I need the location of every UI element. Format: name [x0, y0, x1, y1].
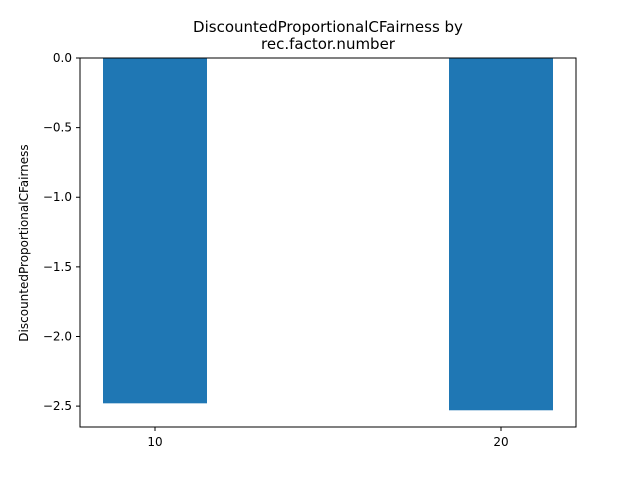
x-tick-label: 20 — [493, 435, 508, 449]
bar-20 — [449, 58, 553, 411]
plot-frame — [79, 57, 577, 428]
y-axis-label: DiscountedProportionalCFairness — [17, 144, 31, 341]
chart-title-line-1: DiscountedProportionalCFairness by — [193, 18, 463, 36]
bar-10 — [103, 58, 207, 404]
y-tick-label: −2.0 — [43, 329, 72, 343]
y-tick-label: −1.0 — [43, 190, 72, 204]
chart-title-line-2: rec.factor.number — [261, 35, 396, 53]
y-tick-label: −2.5 — [43, 399, 72, 413]
y-ticks-layer: 0.0 −0.5 −1.0 −1.5 −2.0 −2.5 — [43, 51, 80, 413]
y-tick-label: 0.0 — [53, 51, 72, 65]
bars-layer — [103, 58, 553, 411]
x-tick-label: 10 — [147, 435, 162, 449]
x-ticks-layer: 10 20 — [147, 427, 509, 449]
y-tick-label: −0.5 — [43, 121, 72, 135]
y-tick-label: −1.5 — [43, 260, 72, 274]
